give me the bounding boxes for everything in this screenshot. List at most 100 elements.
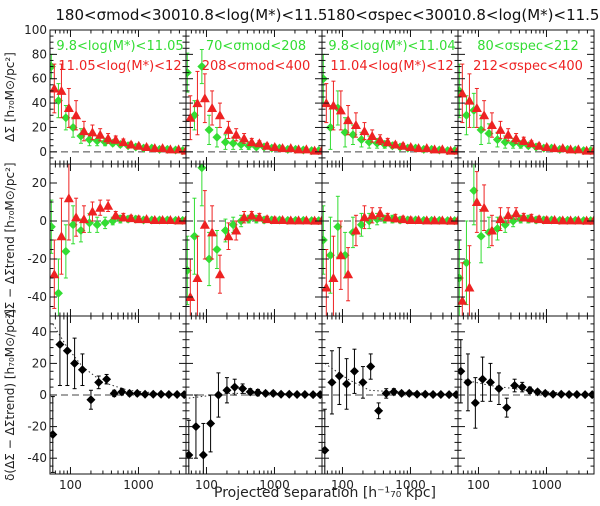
green-point xyxy=(461,110,471,120)
red-point xyxy=(335,105,346,115)
black-point xyxy=(186,450,194,460)
column-title: 10.8<log(M*)<11.5 xyxy=(453,6,600,24)
green-point xyxy=(500,137,510,147)
red-point xyxy=(588,215,594,225)
red-point xyxy=(421,143,432,153)
green-series xyxy=(458,164,594,316)
red-point xyxy=(541,215,552,225)
y-tick-label: 40 xyxy=(32,96,47,110)
black-point xyxy=(86,395,96,405)
red-point xyxy=(173,215,184,225)
red-point xyxy=(214,269,225,279)
red-point xyxy=(301,215,312,225)
red-point xyxy=(316,145,322,155)
y-tick-label: -20 xyxy=(27,420,47,434)
red-point xyxy=(285,215,296,225)
green-point xyxy=(212,245,222,254)
red-point xyxy=(149,215,160,225)
trend-line xyxy=(324,362,457,396)
red-point xyxy=(452,215,458,225)
red-point xyxy=(103,200,114,210)
red-point xyxy=(471,102,482,112)
x-tick-label: 100 xyxy=(331,478,354,492)
red-point xyxy=(503,129,514,139)
red-point xyxy=(511,208,522,218)
red-point xyxy=(199,93,210,103)
red-point xyxy=(495,214,506,224)
red-point xyxy=(479,110,490,120)
y-tick-label: 80 xyxy=(32,47,47,61)
black-point xyxy=(494,384,504,394)
black-point xyxy=(389,387,399,397)
green-point xyxy=(61,246,71,256)
red-series xyxy=(50,63,186,155)
red-point xyxy=(549,215,560,225)
red-point xyxy=(573,215,584,225)
black-point xyxy=(245,387,255,397)
red-point xyxy=(180,215,186,225)
red-point xyxy=(126,213,137,223)
black-point xyxy=(564,390,574,400)
red-point xyxy=(50,269,60,279)
red-point xyxy=(350,120,361,130)
red-point xyxy=(50,83,60,93)
y-tick-label: -20 xyxy=(27,252,47,266)
red-point xyxy=(565,144,576,154)
black-point xyxy=(342,379,352,389)
green-point xyxy=(356,135,366,145)
red-point xyxy=(87,127,98,137)
black-point xyxy=(102,374,112,384)
red-point xyxy=(343,269,354,279)
black-point xyxy=(198,450,208,460)
green-point xyxy=(333,222,343,232)
red-point xyxy=(157,215,168,225)
red-point xyxy=(141,214,152,224)
black-point xyxy=(140,389,150,399)
red-series xyxy=(458,63,594,155)
red-point xyxy=(495,124,506,134)
green-point xyxy=(61,113,71,123)
red-point xyxy=(103,133,114,143)
red-point xyxy=(118,137,129,147)
green-point xyxy=(476,125,486,135)
legend-entry: 70<σmod<208 xyxy=(206,39,306,54)
red-point xyxy=(452,145,458,155)
trend-line xyxy=(52,323,185,396)
red-point xyxy=(526,138,537,148)
red-point xyxy=(486,120,497,130)
y-tick-label: 60 xyxy=(32,72,47,86)
y-tick-label: 0 xyxy=(39,388,47,402)
red-point xyxy=(458,88,468,98)
black-point xyxy=(292,390,302,400)
red-point xyxy=(246,137,257,147)
x-tick-label: 100 xyxy=(467,478,490,492)
green-point xyxy=(84,135,94,145)
red-point xyxy=(382,137,393,147)
y-axis-label: ΔΣ − ΔΣtrend [h₇₀M⊙/pc²] xyxy=(3,162,17,317)
legend-entry: 9.8<log(M*)<11.05 xyxy=(56,39,183,54)
red-point xyxy=(526,213,537,223)
black-point xyxy=(213,390,223,400)
green-point xyxy=(204,254,214,264)
black-point xyxy=(70,358,80,368)
red-point xyxy=(141,141,152,151)
red-point xyxy=(511,133,522,143)
red-point xyxy=(534,140,545,150)
green-point xyxy=(492,135,502,145)
red-point xyxy=(413,215,424,225)
red-point xyxy=(471,197,482,206)
green-point xyxy=(189,231,199,241)
red-point xyxy=(534,214,545,224)
red-point xyxy=(588,145,594,155)
red-point xyxy=(437,215,448,225)
red-point xyxy=(479,202,490,212)
black-point xyxy=(222,385,232,395)
red-point xyxy=(277,143,288,153)
red-point xyxy=(557,143,568,153)
green-point xyxy=(204,125,214,135)
x-tick-label: 1000 xyxy=(531,478,562,492)
red-point xyxy=(239,133,250,143)
red-point xyxy=(173,144,184,154)
y-tick-label: 100 xyxy=(24,23,47,37)
